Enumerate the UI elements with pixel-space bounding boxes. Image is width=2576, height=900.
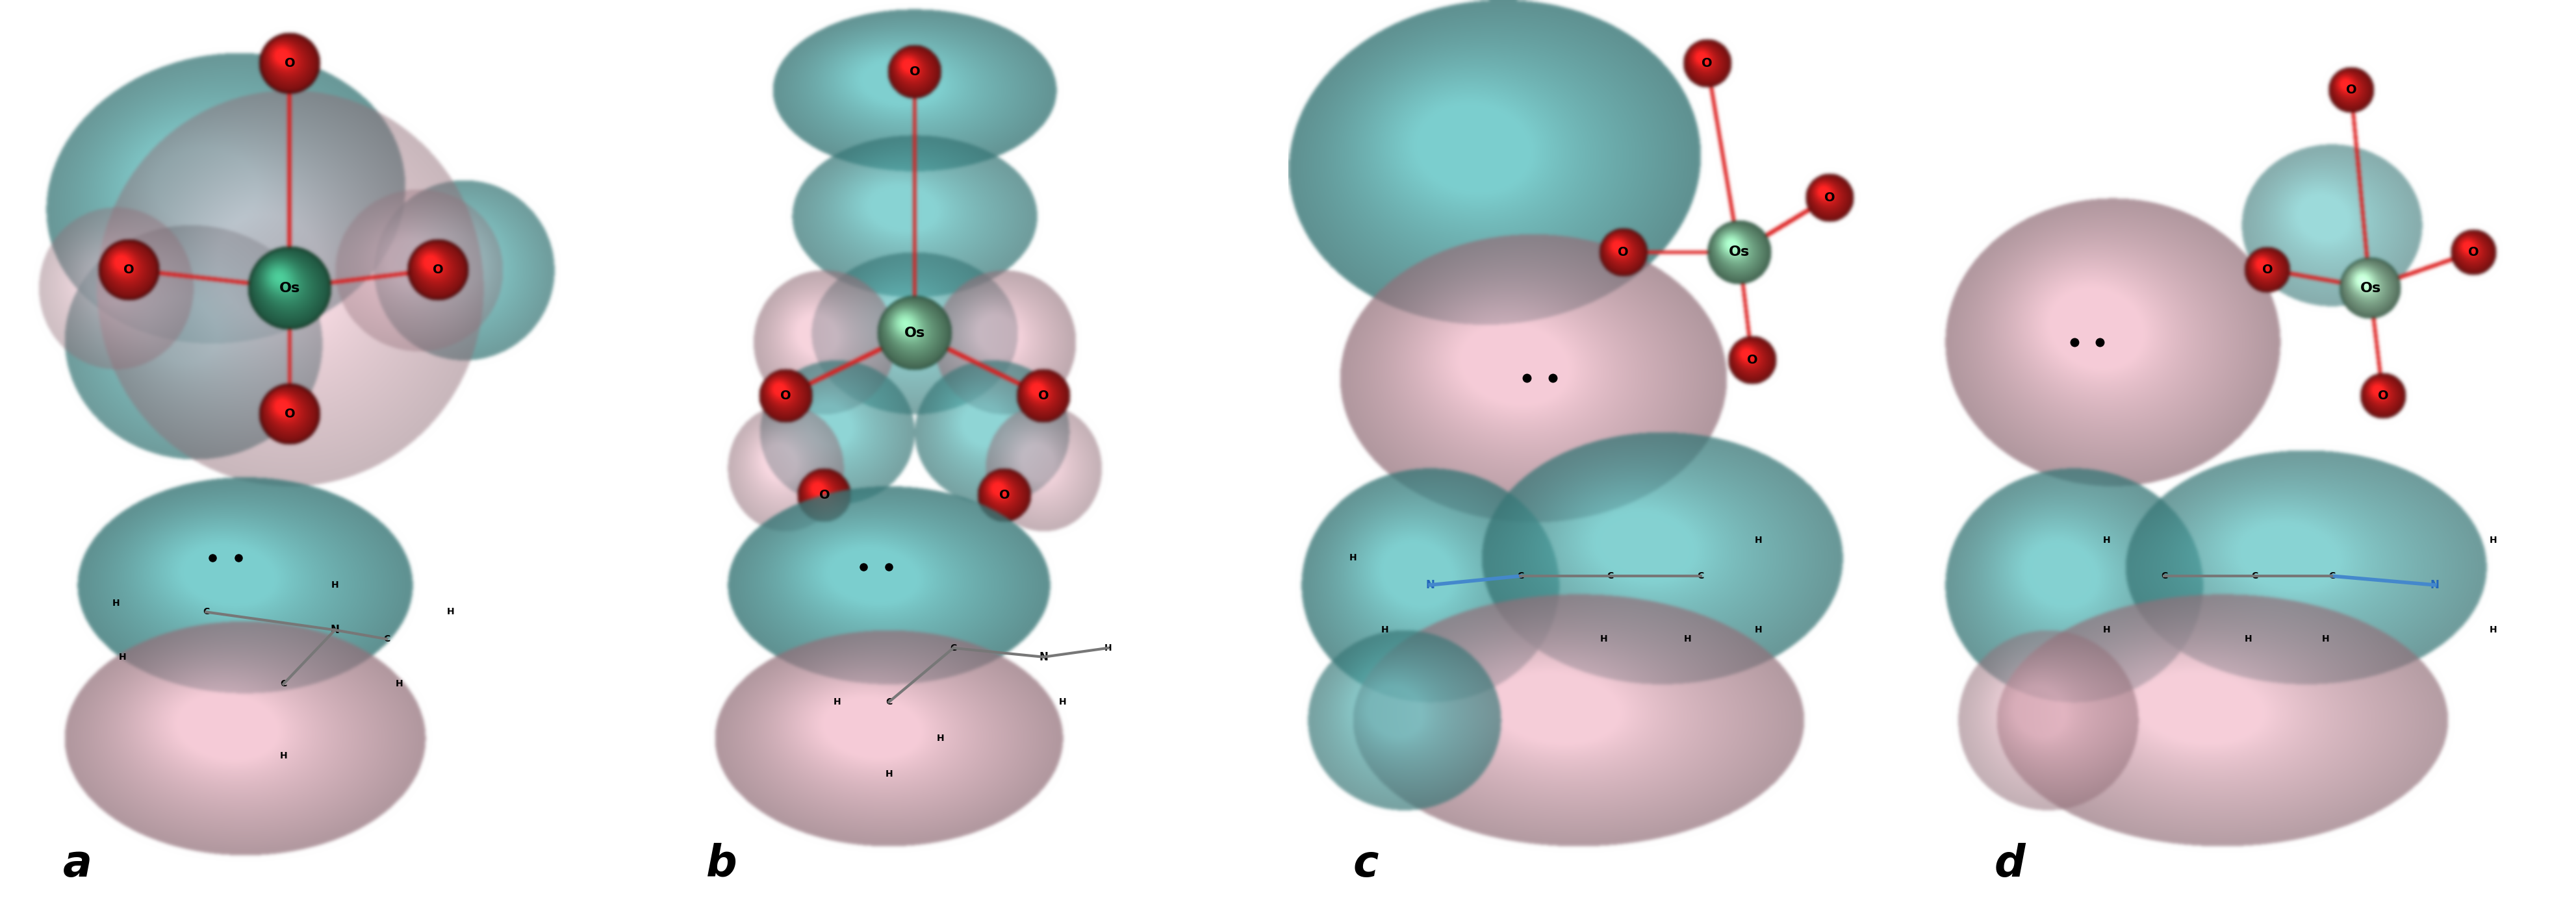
Text: H: H [2102,536,2110,544]
Text: H: H [938,733,943,742]
Text: C: C [951,644,956,652]
Text: H: H [1381,626,1388,634]
Text: C: C [1698,572,1703,580]
Text: H: H [1600,634,1607,644]
Text: O: O [909,66,920,78]
Text: O: O [283,408,296,420]
Text: H: H [2321,634,2329,644]
Text: O: O [124,264,134,276]
Text: Os: Os [1728,246,1749,258]
Text: C: C [2161,572,2166,580]
Text: O: O [2344,84,2357,96]
Text: C: C [1607,572,1613,580]
Text: O: O [1747,354,1757,366]
Text: C: C [384,634,389,644]
Text: O: O [999,489,1010,501]
Text: d: d [1994,842,2025,886]
Text: C: C [204,608,209,616]
Text: H: H [835,698,840,706]
Text: N: N [1038,652,1048,662]
Text: Os: Os [278,282,301,294]
Text: C: C [281,680,286,688]
Text: O: O [781,390,791,402]
Text: O: O [2378,390,2388,402]
Text: H: H [1685,634,1690,644]
Text: H: H [2488,626,2496,634]
Text: O: O [1700,57,1713,69]
Text: O: O [1824,192,1834,204]
Text: O: O [433,264,443,276]
Text: H: H [2102,626,2110,634]
Text: O: O [1038,390,1048,402]
Text: H: H [2244,634,2251,644]
Text: c: c [1352,842,1378,886]
Text: H: H [397,680,402,688]
Text: H: H [1754,626,1762,634]
Text: N: N [2429,580,2439,590]
Text: N: N [1425,580,1435,590]
Text: O: O [2262,264,2272,276]
Text: H: H [1350,554,1355,562]
Text: H: H [1105,644,1110,652]
Text: b: b [706,842,737,886]
Text: O: O [283,57,296,69]
Text: H: H [332,580,337,590]
Text: H: H [886,770,891,778]
Text: Os: Os [904,327,925,339]
Text: C: C [1517,572,1522,580]
Text: N: N [330,625,340,635]
Text: H: H [118,652,126,662]
Text: C: C [886,698,891,706]
Text: C: C [2329,572,2334,580]
Text: O: O [2468,246,2478,258]
Text: H: H [281,752,286,760]
Text: H: H [448,608,453,616]
Text: a: a [62,842,93,886]
Text: C: C [2251,572,2257,580]
Text: Os: Os [2360,282,2380,294]
Text: H: H [113,598,118,608]
Text: H: H [2488,536,2496,544]
Text: H: H [1754,536,1762,544]
Text: O: O [1618,246,1628,258]
Text: H: H [1059,698,1066,706]
Text: O: O [819,489,829,501]
